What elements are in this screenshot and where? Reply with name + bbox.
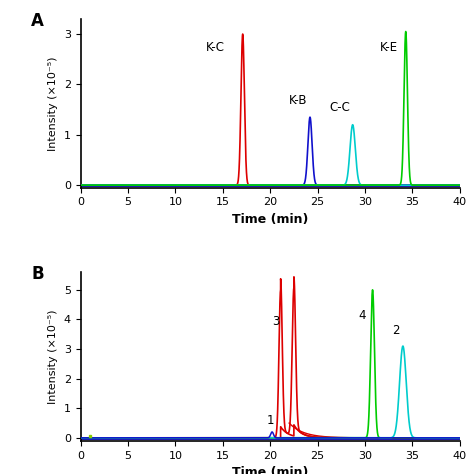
Y-axis label: Intensity (×10⁻⁵): Intensity (×10⁻⁵) (48, 56, 58, 151)
Text: C-C: C-C (329, 100, 350, 114)
Text: B: B (31, 265, 44, 283)
Text: K-E: K-E (380, 41, 398, 54)
Text: K-C: K-C (206, 41, 225, 54)
Text: 3: 3 (272, 315, 280, 328)
Text: 1: 1 (266, 414, 274, 427)
Text: A: A (31, 12, 44, 30)
Text: 2: 2 (392, 324, 400, 337)
Y-axis label: Intensity (×10⁻⁵): Intensity (×10⁻⁵) (48, 309, 58, 404)
X-axis label: Time (min): Time (min) (232, 466, 309, 474)
Text: K-B: K-B (289, 94, 308, 107)
X-axis label: Time (min): Time (min) (232, 213, 309, 226)
Text: 4: 4 (358, 310, 366, 322)
